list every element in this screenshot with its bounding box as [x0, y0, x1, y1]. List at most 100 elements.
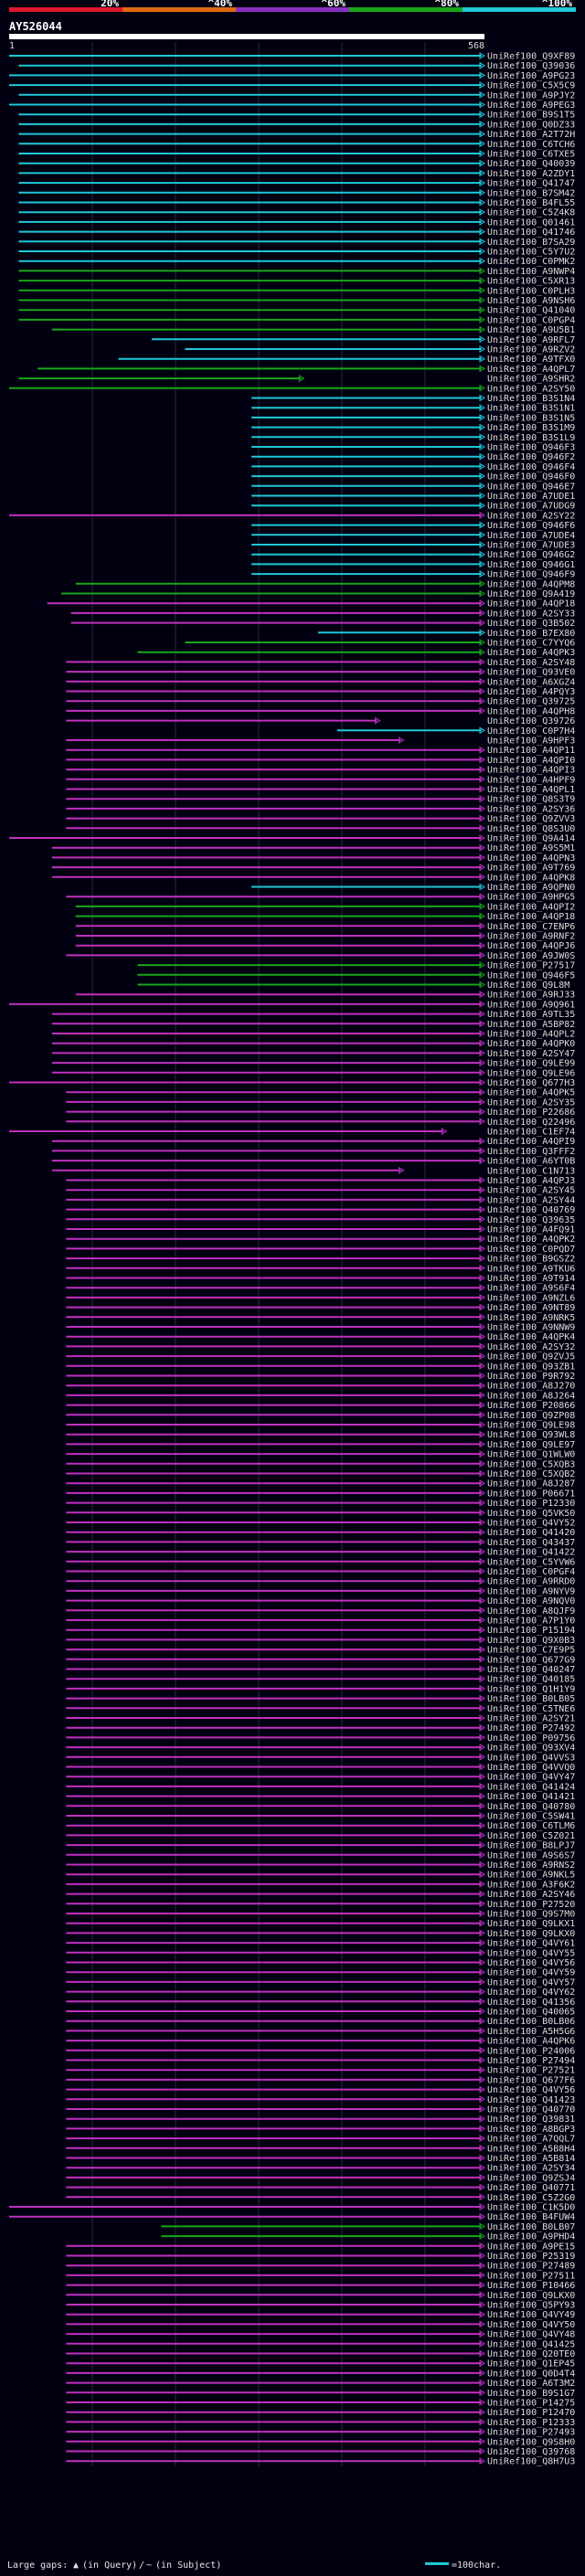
hit-label[interactable]: UniRef100_Q41422: [487, 1548, 575, 1558]
hit-row[interactable]: UniRef100_A4QPK4: [66, 1332, 575, 1342]
hit-row[interactable]: UniRef100_P09756: [66, 1733, 575, 1744]
hit-label[interactable]: UniRef100_A9NRK5: [487, 1313, 575, 1323]
hit-row[interactable]: UniRef100_A6XGZ4: [66, 677, 575, 687]
hit-label[interactable]: UniRef100_B3S1N1: [487, 404, 575, 414]
hit-row[interactable]: UniRef100_A9NQV0: [66, 1596, 575, 1606]
hit-row[interactable]: UniRef100_B0LB07: [161, 2222, 575, 2232]
hit-label[interactable]: UniRef100_A9PE15: [487, 2242, 575, 2252]
hit-row[interactable]: UniRef100_Q1WLW0: [66, 1450, 575, 1460]
hit-row[interactable]: UniRef100_Q39036: [18, 61, 575, 71]
hit-row[interactable]: UniRef100_Q4VY55: [66, 1948, 575, 1958]
hit-label[interactable]: UniRef100_A8QJF9: [487, 1606, 575, 1617]
hit-row[interactable]: UniRef100_Q4VY48: [66, 2330, 575, 2340]
hit-row[interactable]: UniRef100_Q43437: [66, 1538, 575, 1548]
hit-label[interactable]: UniRef100_A9RRD0: [487, 1577, 575, 1587]
hit-label[interactable]: UniRef100_A2SY47: [487, 1049, 575, 1059]
hit-row[interactable]: UniRef100_A8J270: [66, 1382, 575, 1392]
hit-row[interactable]: UniRef100_Q4VY61: [66, 1939, 575, 1949]
hit-row[interactable]: UniRef100_C7YYQ6: [185, 639, 575, 649]
hit-label[interactable]: UniRef100_Q5PY93: [487, 2301, 575, 2311]
hit-row[interactable]: UniRef100_P20866: [66, 1401, 575, 1411]
hit-label[interactable]: UniRef100_Q41425: [487, 2339, 575, 2349]
hit-label[interactable]: UniRef100_C0PGF4: [487, 1567, 575, 1577]
hit-label[interactable]: UniRef100_C5YVW6: [487, 1557, 575, 1567]
hit-label[interactable]: UniRef100_Q946G2: [487, 550, 575, 560]
hit-row[interactable]: UniRef100_C7ENP6: [75, 922, 576, 932]
hit-row[interactable]: UniRef100_C1EF74: [9, 1128, 575, 1138]
hit-label[interactable]: UniRef100_Q39036: [487, 61, 575, 71]
hit-row[interactable]: UniRef100_P27489: [66, 2262, 575, 2272]
hit-row[interactable]: UniRef100_A7UDE1: [251, 492, 575, 502]
hit-row[interactable]: UniRef100_A9PG23: [9, 71, 575, 81]
hit-row[interactable]: UniRef100_P27520: [66, 1900, 575, 1910]
hit-row[interactable]: UniRef100_A2SY34: [66, 2164, 575, 2174]
hit-label[interactable]: UniRef100_A9QPN0: [487, 883, 575, 893]
hit-row[interactable]: UniRef100_Q20TE0: [66, 2349, 575, 2359]
hit-row[interactable]: UniRef100_B3S1L9: [251, 433, 575, 443]
hit-label[interactable]: UniRef100_A2SY50: [487, 384, 575, 394]
hit-label[interactable]: UniRef100_P12333: [487, 2418, 575, 2428]
hit-row[interactable]: UniRef100_Q41424: [66, 1782, 575, 1792]
hit-row[interactable]: UniRef100_A4QPJ6: [75, 941, 576, 951]
hit-row[interactable]: UniRef100_Q9ZVJ5: [66, 1352, 575, 1362]
hit-label[interactable]: UniRef100_Q4VY55: [487, 1948, 575, 1958]
hit-row[interactable]: UniRef100_Q9LKX0: [66, 1929, 575, 1939]
hit-row[interactable]: UniRef100_A9U5B1: [51, 325, 576, 335]
hit-row[interactable]: UniRef100_Q4VY59: [66, 1968, 575, 1978]
hit-row[interactable]: UniRef100_A4QPL2: [51, 1030, 576, 1040]
hit-label[interactable]: UniRef100_A2SY34: [487, 2164, 575, 2174]
hit-label[interactable]: UniRef100_A4QPI3: [487, 766, 575, 776]
hit-row[interactable]: UniRef100_A2T72H: [18, 130, 575, 140]
hit-label[interactable]: UniRef100_Q9L8M: [487, 981, 569, 991]
hit-row[interactable]: UniRef100_B0LB05: [66, 1694, 575, 1704]
hit-row[interactable]: UniRef100_C0PMK2: [18, 257, 575, 267]
hit-label[interactable]: UniRef100_P27492: [487, 1723, 575, 1733]
hit-row[interactable]: UniRef100_A8BGP3: [66, 2125, 575, 2135]
hit-label[interactable]: UniRef100_Q9X0B3: [487, 1636, 575, 1646]
hit-label[interactable]: UniRef100_Q677G9: [487, 1655, 575, 1665]
hit-label[interactable]: UniRef100_Q4VY56: [487, 1958, 575, 1968]
hit-row[interactable]: UniRef100_A9RNS2: [66, 1860, 575, 1871]
hit-label[interactable]: UniRef100_A9RFL7: [487, 335, 575, 345]
hit-label[interactable]: UniRef100_C5Y7U2: [487, 248, 575, 258]
hit-row[interactable]: UniRef100_P27517: [137, 961, 575, 971]
hit-label[interactable]: UniRef100_A4QPK3: [487, 648, 575, 658]
hit-row[interactable]: UniRef100_P22686: [66, 1108, 575, 1118]
hit-row[interactable]: UniRef100_C7E9P5: [66, 1646, 575, 1656]
hit-row[interactable]: UniRef100_A8QJF9: [66, 1606, 575, 1617]
hit-row[interactable]: UniRef100_A2ZDY1: [18, 169, 575, 179]
hit-row[interactable]: UniRef100_B4FL55: [18, 198, 575, 208]
hit-label[interactable]: UniRef100_Q4VY50: [487, 2320, 575, 2330]
hit-label[interactable]: UniRef100_C7E9P5: [487, 1646, 575, 1656]
hit-label[interactable]: UniRef100_Q8S3T9: [487, 795, 575, 805]
hit-label[interactable]: UniRef100_P27511: [487, 2271, 575, 2281]
hit-label[interactable]: UniRef100_Q9XF89: [487, 52, 575, 62]
hit-label[interactable]: UniRef100_Q40770: [487, 2105, 575, 2115]
hit-label[interactable]: UniRef100_Q5VK50: [487, 1509, 575, 1519]
hit-row[interactable]: UniRef100_A9HPG5: [66, 893, 575, 903]
hit-row[interactable]: UniRef100_C5YVW6: [66, 1557, 575, 1567]
hit-row[interactable]: UniRef100_Q9XF89: [9, 52, 575, 62]
hit-row[interactable]: UniRef100_C0P7H4: [336, 726, 576, 737]
hit-row[interactable]: UniRef100_A7UDE3: [251, 541, 575, 551]
hit-row[interactable]: UniRef100_A9NWP4: [18, 267, 575, 277]
hit-label[interactable]: UniRef100_A7QQL7: [487, 2135, 575, 2145]
hit-row[interactable]: UniRef100_A2SY35: [66, 1097, 575, 1108]
hit-label[interactable]: UniRef100_A5B8H4: [487, 2144, 575, 2154]
hit-label[interactable]: UniRef100_Q946F9: [487, 570, 575, 580]
hit-label[interactable]: UniRef100_Q1EP45: [487, 2359, 575, 2369]
hit-label[interactable]: UniRef100_A9NZL6: [487, 1293, 575, 1303]
hit-label[interactable]: UniRef100_B3S1N4: [487, 394, 575, 404]
hit-label[interactable]: UniRef100_Q39768: [487, 2447, 575, 2457]
hit-row[interactable]: UniRef100_Q39726: [66, 716, 575, 726]
hit-label[interactable]: UniRef100_C5XQB2: [487, 1469, 575, 1479]
hit-label[interactable]: UniRef100_Q9LE97: [487, 1440, 575, 1450]
hit-label[interactable]: UniRef100_A2SY21: [487, 1714, 575, 1724]
hit-label[interactable]: UniRef100_C6TXE5: [487, 150, 575, 160]
hit-label[interactable]: UniRef100_A7UDE3: [487, 541, 575, 551]
hit-row[interactable]: UniRef100_A9Q961: [9, 1000, 575, 1010]
hit-label[interactable]: UniRef100_Q0DZ33: [487, 120, 575, 130]
hit-label[interactable]: UniRef100_Q946F4: [487, 462, 575, 472]
hit-row[interactable]: UniRef100_Q4VY56: [66, 2085, 575, 2095]
hit-row[interactable]: UniRef100_B4FUW4: [9, 2212, 575, 2222]
